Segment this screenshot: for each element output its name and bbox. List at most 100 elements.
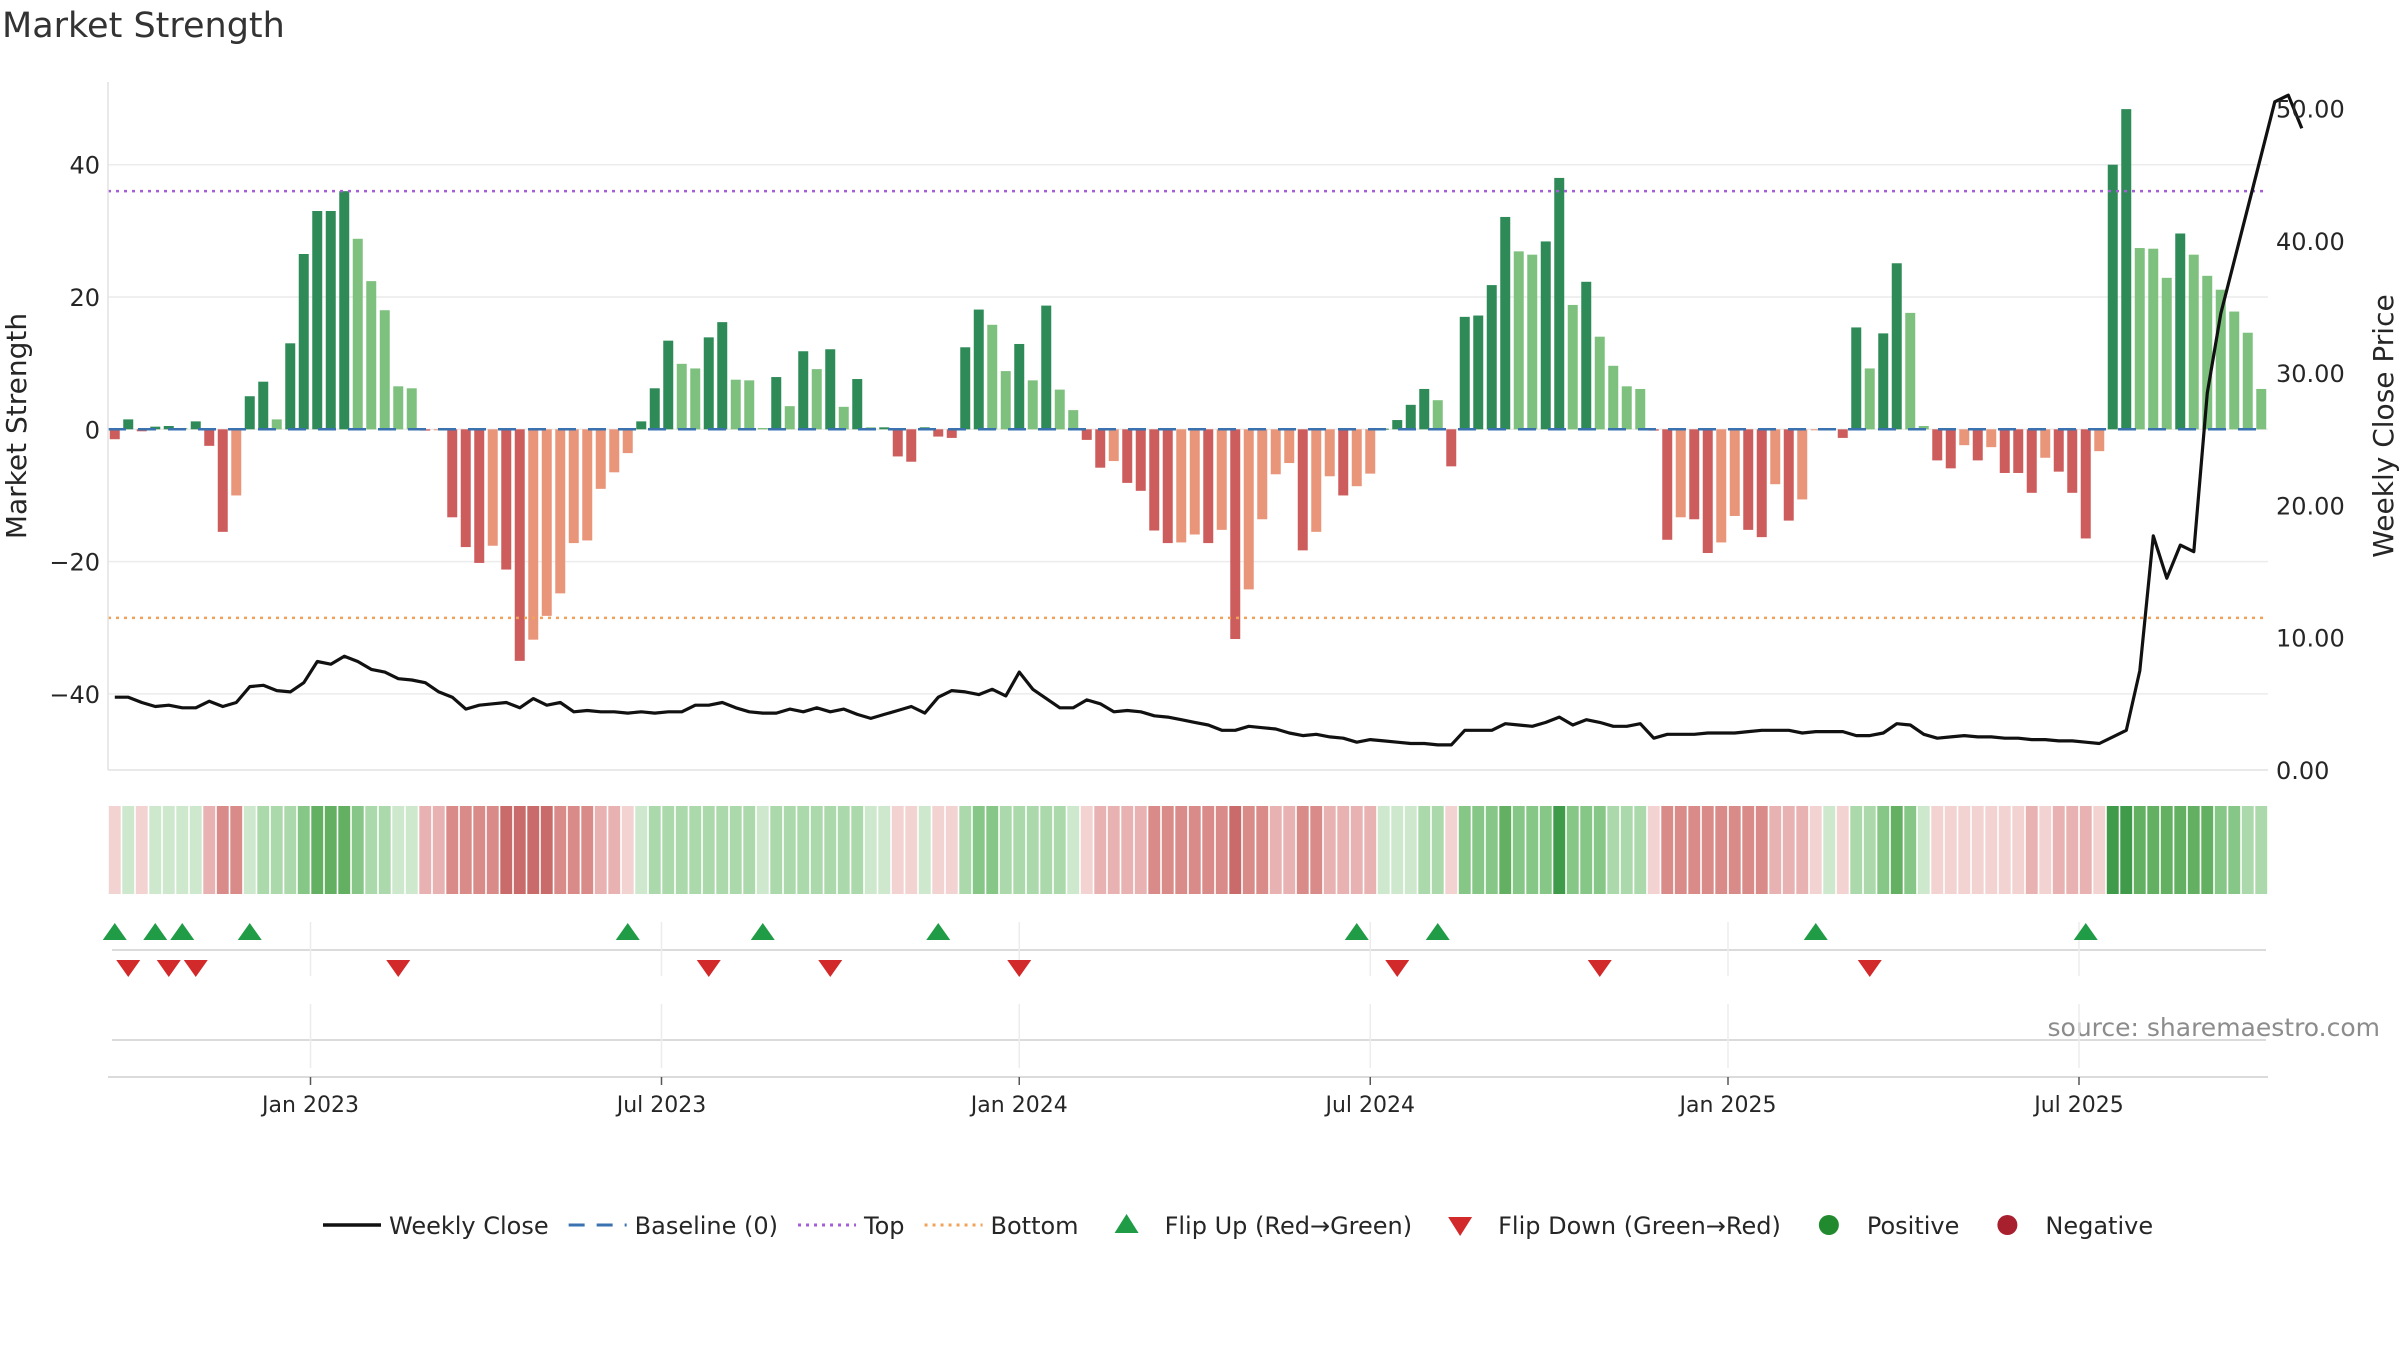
strength-bar-negative (1216, 429, 1227, 530)
heat-cell (270, 806, 283, 894)
heat-cell (1404, 806, 1417, 894)
strength-bar-negative (1189, 429, 1200, 535)
heat-cell (1458, 806, 1471, 894)
strength-bar-positive (2121, 109, 2132, 430)
legend-label: Flip Down (Green→Red) (1498, 1212, 1781, 1240)
strength-bar-positive (339, 191, 350, 430)
strength-bar-negative (1149, 429, 1160, 531)
strength-bar-negative (2080, 429, 2091, 539)
heat-cell (1296, 806, 1309, 894)
strength-bar-positive (2215, 289, 2226, 430)
strength-bar-positive (825, 349, 836, 430)
strength-bar-negative (1797, 429, 1808, 500)
source-note: source: sharemaestro.com (2047, 1013, 2381, 1042)
weekly-close-series (114, 93, 2304, 747)
heat-cell (662, 806, 675, 894)
heat-cell (1782, 806, 1795, 894)
heat-cell (1944, 806, 1957, 894)
reference-lines (108, 189, 2268, 620)
flip-down-marker (696, 960, 721, 977)
heat-cell (1431, 806, 1444, 894)
heat-cell (1161, 806, 1174, 894)
flip-down-marker (116, 960, 141, 977)
strength-bar-negative (1702, 429, 1713, 554)
strength-bar-negative (1810, 429, 1821, 431)
heat-cell (2025, 806, 2038, 894)
strength-bar-positive (1000, 371, 1011, 430)
strength-bar-positive (2175, 233, 2186, 430)
heat-cell (432, 806, 445, 894)
heat-cell (729, 806, 742, 894)
heat-cell (1053, 806, 1066, 894)
strength-bar-positive (406, 388, 417, 430)
heat-cell (527, 806, 540, 894)
strength-bar-positive (271, 419, 282, 430)
strength-bar-positive (798, 351, 809, 430)
heat-cell (230, 806, 243, 894)
y-tick-label: 0 (85, 416, 100, 444)
heat-cell (918, 806, 931, 894)
strength-bar-negative (568, 429, 579, 544)
heat-cell (1229, 806, 1242, 894)
y-tick-label: −40 (49, 681, 100, 709)
heat-cell (1202, 806, 1215, 894)
heat-cell (810, 806, 823, 894)
strength-bar-positive (676, 363, 687, 430)
strength-bar-negative (1972, 429, 1983, 461)
legend-item: Bottom (924, 1212, 1079, 1240)
legend-swatch-circle (1818, 1215, 1839, 1235)
strength-bar-negative (514, 429, 525, 661)
strength-bar-positive (1473, 315, 1484, 430)
heat-cell (1364, 806, 1377, 894)
heat-cell (864, 806, 877, 894)
heat-cell (2066, 806, 2079, 894)
strength-bar-negative (1095, 429, 1106, 468)
heat-cell (149, 806, 162, 894)
strength-bar-positive (163, 426, 174, 430)
strength-bar-negative (609, 429, 620, 473)
strength-bar-negative (109, 429, 120, 440)
heat-cell (297, 806, 310, 894)
strength-bar-positive (1864, 368, 1875, 430)
heat-cell (122, 806, 135, 894)
heat-cell (1715, 806, 1728, 894)
heat-cell (392, 806, 405, 894)
strength-bar-positive (298, 254, 309, 430)
strength-bar-positive (1432, 400, 1443, 430)
strength-bar-negative (892, 429, 903, 457)
heat-cell (284, 806, 297, 894)
heat-cell (1377, 806, 1390, 894)
heat-cell (2147, 806, 2160, 894)
heat-cell (540, 806, 553, 894)
strength-bar-negative (1081, 429, 1092, 440)
heat-cell (2012, 806, 2025, 894)
strength-bar-negative (2040, 429, 2051, 458)
strength-bar-negative (1257, 429, 1268, 520)
strength-bar-positive (1918, 426, 1929, 430)
heat-cell (986, 806, 999, 894)
heat-cell (2079, 806, 2092, 894)
heat-cell (500, 806, 513, 894)
strength-bar-positive (1878, 333, 1889, 430)
heat-cell (1026, 806, 1039, 894)
strength-bar-negative (1932, 429, 1943, 461)
heat-cell (176, 806, 189, 894)
heat-cell (1256, 806, 1269, 894)
strength-bar-negative (2053, 429, 2064, 472)
strength-bar-negative (1783, 429, 1794, 521)
heat-cell (1823, 806, 1836, 894)
heat-cell (567, 806, 580, 894)
strength-bar-positive (1905, 312, 1916, 430)
flip-markers (102, 922, 2266, 1068)
strength-bar-negative (1662, 429, 1673, 540)
strength-bar-negative (1446, 429, 1457, 467)
flip-down-marker (1385, 960, 1410, 977)
heat-cell (1269, 806, 1282, 894)
heat-cell (1445, 806, 1458, 894)
flip-down-marker (1007, 960, 1032, 977)
heat-cell (1512, 806, 1525, 894)
heat-cell (2174, 806, 2187, 894)
strength-bar-negative (1230, 429, 1241, 640)
y2-tick-label: 20.00 (2276, 492, 2345, 520)
heat-cell (1674, 806, 1687, 894)
